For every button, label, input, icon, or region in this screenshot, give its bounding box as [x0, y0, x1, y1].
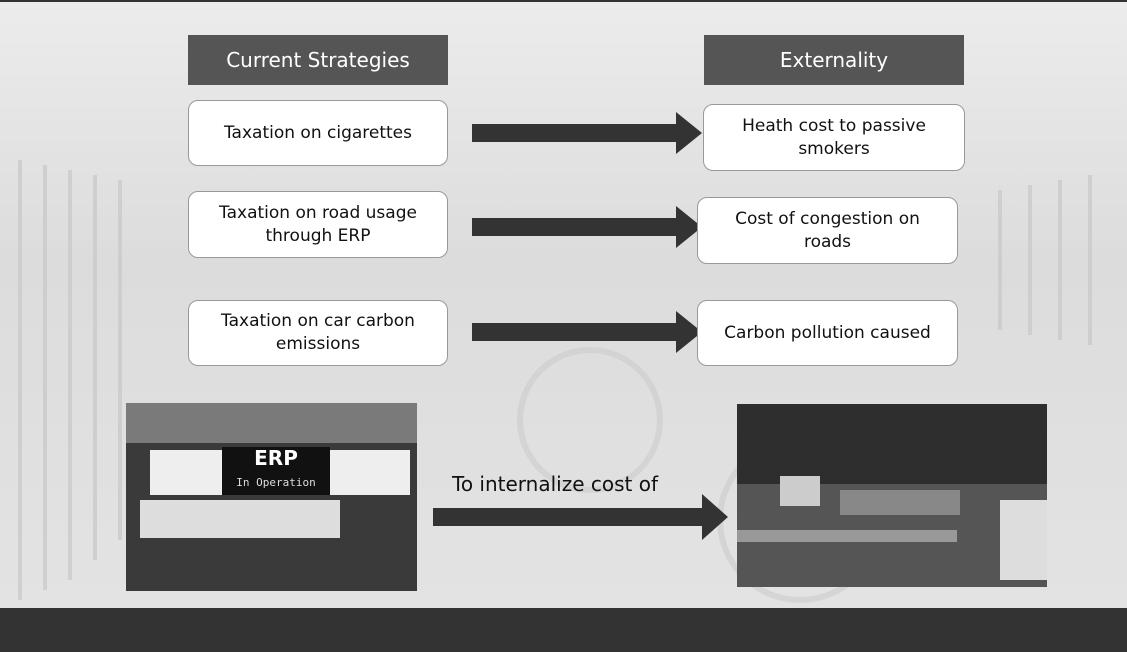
externality-box: Cost of congestion on roads: [697, 197, 958, 264]
photo-erp-gantry: ERP In Operation: [126, 403, 417, 591]
arrow-label: To internalize cost of: [452, 472, 658, 496]
strategy-box: Taxation on road usage through ERP: [188, 191, 448, 258]
slide: ERP In Operation Current Strategies Exte…: [0, 0, 1127, 652]
header-left: Current Strategies: [188, 35, 448, 85]
footer-bar: [0, 608, 1127, 652]
externality-box: Heath cost to passive smokers: [703, 104, 965, 171]
externality-box: Carbon pollution caused: [697, 300, 958, 366]
sign-subtext: In Operation: [236, 476, 315, 489]
sign-text: ERP: [254, 446, 298, 470]
strategy-box: Taxation on cigarettes: [188, 100, 448, 166]
photo-congestion: [737, 404, 1047, 587]
strategy-box: Taxation on car carbon emissions: [188, 300, 448, 366]
header-right: Externality: [704, 35, 964, 85]
